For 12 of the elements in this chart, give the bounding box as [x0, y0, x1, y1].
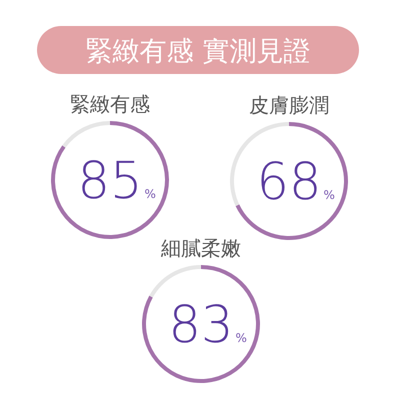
donut-slice	[236, 122, 348, 240]
chart-title: 皮膚膨潤	[249, 93, 329, 117]
chart-title: 細膩柔嫩	[160, 236, 241, 260]
donut-slice	[149, 265, 201, 298]
text: 緊緻有感 實測見證	[86, 36, 310, 67]
data-label: 85%	[78, 152, 156, 211]
donut-slice	[62, 121, 110, 148]
data-label: 68%	[256, 153, 335, 212]
chart-title: 緊緻有感	[70, 92, 150, 116]
donut-slice	[142, 265, 260, 383]
donut-slice	[51, 121, 169, 239]
data-label: 83%	[168, 296, 247, 355]
